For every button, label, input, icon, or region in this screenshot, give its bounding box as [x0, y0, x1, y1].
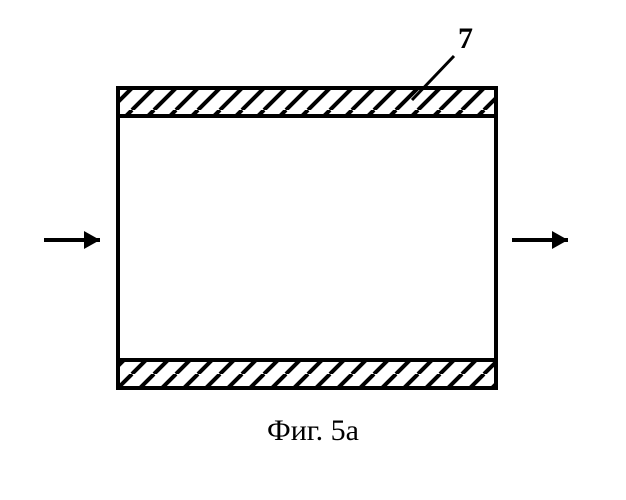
figure-caption-text: Фиг. 5а	[267, 414, 359, 447]
flow-arrow-in	[44, 231, 100, 249]
tube-outline	[118, 88, 496, 388]
ref-label: 7	[458, 22, 473, 55]
flow-arrow-out	[512, 231, 568, 249]
bottom-wall-hatched	[118, 360, 496, 388]
top-wall-hatched	[118, 88, 496, 116]
figure-diagram: 7 Фиг. 5а	[0, 0, 626, 500]
